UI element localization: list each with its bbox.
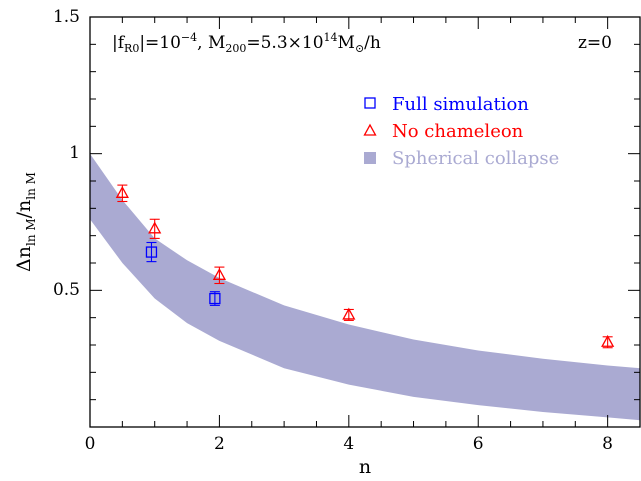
plot-frame — [89, 16, 641, 428]
legend-label-full-simulation: Full simulation — [392, 94, 529, 115]
legend: Full simulation No chameleon Spherical c… — [363, 94, 559, 169]
square-marker — [145, 246, 158, 258]
triangle-marker — [342, 307, 356, 320]
triangle-marker — [212, 267, 227, 280]
x-tick-labels: 0 2 4 6 8 — [85, 434, 613, 454]
triangle-marker — [148, 221, 162, 234]
no-chameleon-point-2 — [212, 266, 227, 285]
triangle-marker — [601, 334, 615, 347]
full-simulation-point-1 — [209, 291, 221, 306]
x-axis-title: n — [359, 456, 371, 478]
no-chameleon-point-3 — [342, 307, 356, 321]
no-chameleon-point-0 — [115, 184, 129, 203]
x-tick-label-2: 2 — [214, 434, 225, 454]
no-chameleon-point-1 — [148, 218, 162, 239]
full-simulation-point-0 — [145, 241, 158, 263]
y-axis-title: Δnln M/nln M — [13, 172, 38, 272]
annotation-redshift: z=0 — [578, 33, 612, 53]
legend-marker-spherical-collapse — [364, 152, 376, 164]
x-tick-label-8: 8 — [602, 434, 613, 454]
y-tick-label-1.5: 1.5 — [53, 7, 80, 27]
y-tick-label-1: 1 — [69, 143, 80, 163]
legend-label-no-chameleon: No chameleon — [392, 121, 524, 142]
square-marker — [209, 292, 221, 305]
band-layer — [90, 153, 640, 421]
legend-marker-full-simulation — [364, 97, 376, 109]
axis-ticks — [89, 16, 641, 428]
legend-marker-no-chameleon — [363, 123, 377, 136]
points-layer — [115, 184, 615, 349]
spherical-collapse-band — [90, 153, 640, 421]
x-tick-label-4: 4 — [343, 434, 354, 454]
y-tick-label-0.5: 0.5 — [53, 280, 80, 300]
y-tick-labels: 0.5 1 1.5 — [53, 7, 80, 300]
x-tick-label-0: 0 — [85, 434, 96, 454]
no-chameleon-point-4 — [601, 334, 615, 349]
triangle-marker — [115, 185, 129, 198]
x-tick-label-6: 6 — [473, 434, 484, 454]
legend-label-spherical-collapse: Spherical collapse — [392, 148, 559, 169]
annotation-parameters: |fR0|=10−4, M200=5.3×1014M⊙/h — [112, 31, 381, 55]
